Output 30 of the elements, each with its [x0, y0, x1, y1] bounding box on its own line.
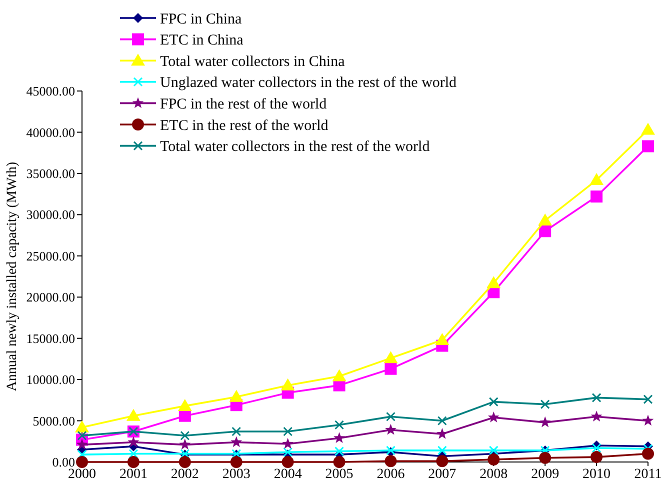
- y-tick-label: 10000.00: [26, 372, 75, 388]
- x-tick-label: 2009: [531, 467, 560, 482]
- x-tick-label: 2008: [480, 467, 508, 482]
- y-tick-label: 30000.00: [26, 207, 75, 222]
- legend-label: ETC in China: [160, 32, 244, 49]
- y-tick-label: 15000.00: [26, 330, 75, 346]
- legend-label: Unglazed water collectors in the rest of the world: [160, 75, 458, 92]
- x-tick-label: 2000: [68, 467, 96, 482]
- x-tick-label: 2005: [325, 467, 354, 482]
- legend-label: Total water collectors in the rest of the world: [160, 139, 430, 156]
- x-tick-label: 2001: [119, 467, 148, 482]
- x-tick-label: 2011: [634, 467, 662, 482]
- y-tick-label: 5000.00: [32, 413, 75, 428]
- x-tick-label: 2003: [222, 467, 250, 482]
- legend-label: FPC in the rest of the world: [160, 96, 328, 112]
- y-tick-label: 0.00: [52, 454, 75, 470]
- legend-label: FPC in China: [160, 11, 242, 28]
- y-tick-label: 25000.00: [26, 248, 75, 264]
- legend-label: ETC in the rest of the world: [160, 118, 329, 134]
- y-tick-label: 20000.00: [26, 290, 75, 305]
- x-tick-label: 2006: [376, 467, 405, 482]
- x-tick-label: 2004: [274, 467, 302, 482]
- x-tick-label: 2007: [428, 467, 456, 482]
- x-tick-label: 2010: [582, 467, 611, 482]
- y-tick-label: 35000.00: [26, 166, 75, 181]
- y-tick-label: 40000.00: [26, 124, 75, 140]
- y-tick-label: 45000.00: [26, 84, 75, 99]
- legend-label: Total water collectors in China: [160, 54, 346, 70]
- x-tick-label: 2002: [170, 467, 199, 482]
- y-axis-title: Annual newly installed capacity (MWth): [5, 161, 20, 392]
